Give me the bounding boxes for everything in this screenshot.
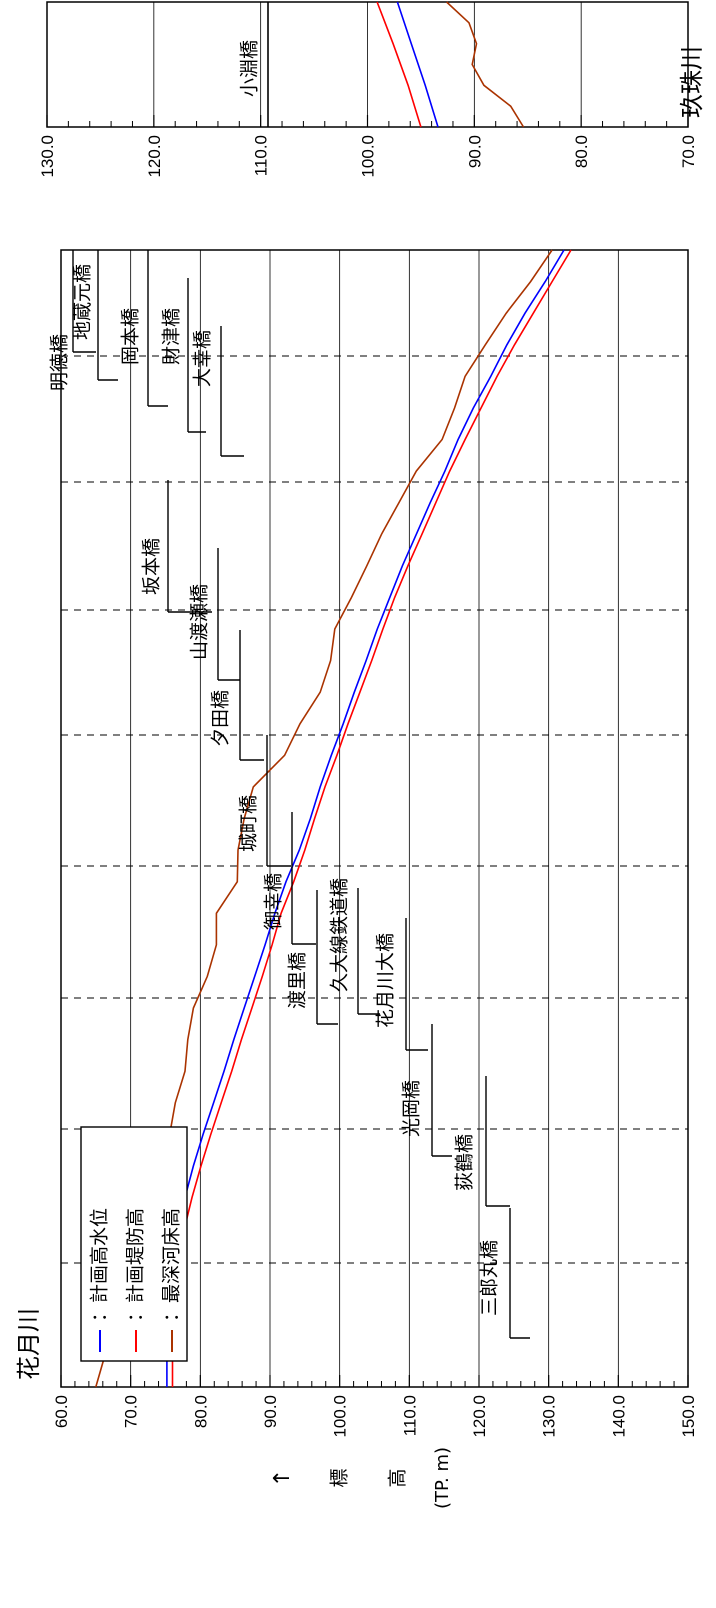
- bridge-label: 大幸橋: [192, 330, 214, 387]
- bridge-marker: 坂本橋: [141, 480, 212, 613]
- bridge-marker: 明徳橋: [49, 250, 96, 391]
- upper-tick-label: 90.0: [465, 135, 484, 168]
- tick-label: 100.0: [331, 1395, 350, 1438]
- bridge-marker: 大幸橋: [192, 326, 244, 457]
- legend-entry-0: ：計画高水位: [89, 1208, 111, 1322]
- bridge-marker: 城町橋: [238, 735, 291, 867]
- upper-tick-label: 70.0: [679, 135, 698, 168]
- bridge-label: 光岡橋: [401, 1080, 423, 1137]
- bridge-marker: 光岡橋: [401, 1024, 452, 1157]
- bridge-label: 夕田橋: [210, 690, 232, 747]
- tick-label: 140.0: [609, 1395, 628, 1438]
- upper-tick-label: 130.0: [38, 135, 57, 178]
- ylabel-char: 高: [387, 1468, 409, 1487]
- bridge-label: 御幸橋: [263, 873, 285, 930]
- bridge-marker: 山渡瀬橋: [189, 548, 240, 681]
- bridge-label: 山渡瀬橋: [189, 584, 211, 660]
- bridge-label: 城町橋: [238, 795, 260, 852]
- upper-series-line-1: [376, 1, 422, 128]
- bridge-marker: 財津橋: [161, 278, 206, 433]
- tick-label: 60.0: [52, 1395, 71, 1428]
- tick-label: 80.0: [191, 1395, 210, 1428]
- panel-title: 花月川: [15, 1308, 43, 1380]
- bridge-marker: 渡里橋: [287, 890, 338, 1025]
- bridge-label: 三郎丸橋: [479, 1240, 501, 1316]
- bridge-label: 岡本橋: [120, 308, 142, 365]
- legend-entry-1: ：計画堤防高: [125, 1208, 147, 1322]
- upper-tick-label: 120.0: [145, 135, 164, 178]
- bridge-marker: 三郎丸橋: [479, 1208, 530, 1339]
- tick-label: 70.0: [122, 1395, 141, 1428]
- bridge-label: 明徳橋: [49, 334, 71, 391]
- upper-tick-label: 80.0: [572, 135, 591, 168]
- ylabel-char: 標: [329, 1468, 351, 1487]
- upper-bridge-label: 小淵橋: [239, 40, 261, 97]
- bridge-label: 坂本橋: [141, 538, 163, 595]
- ylabel-arrow: ↑: [270, 1469, 295, 1487]
- bridge-label: 財津橋: [161, 308, 183, 365]
- tick-label: 90.0: [261, 1395, 280, 1428]
- upper-panel-title: 玖珠川: [678, 46, 706, 118]
- bridge-marker: 荻鶴橋: [454, 1076, 510, 1207]
- bridge-marker: 久大線鉄道橋: [329, 878, 380, 1015]
- upper-series-line-0: [396, 1, 439, 128]
- tick-label: 110.0: [400, 1395, 419, 1436]
- bridge-label: 花月川大橋: [375, 933, 397, 1028]
- tick-label: 120.0: [470, 1395, 489, 1438]
- legend-box: [80, 1126, 188, 1362]
- tick-label: 150.0: [679, 1395, 698, 1438]
- bridge-label: 地蔵元橋: [72, 264, 94, 340]
- bridge-marker: 地蔵元橋: [72, 250, 118, 381]
- bridge-marker: 花月川大橋: [375, 918, 428, 1051]
- upper-series-line-2: [446, 1, 525, 128]
- bridge-label: 荻鶴橋: [454, 1134, 476, 1191]
- plot-frame: [60, 249, 689, 1388]
- series-line-1: [171, 249, 572, 1387]
- series-line-0: [166, 249, 565, 1387]
- legend-entry-2: ：最深河床高: [161, 1208, 183, 1322]
- upper-tick-label: 100.0: [359, 135, 378, 178]
- bridge-label: 久大線鉄道橋: [329, 878, 351, 992]
- bridge-marker: 夕田橋: [210, 630, 264, 761]
- bridge-marker: 岡本橋: [120, 250, 168, 407]
- bridge-label: 渡里橋: [287, 952, 309, 1009]
- tick-label: 130.0: [540, 1395, 559, 1438]
- bridge-marker: 御幸橋: [263, 812, 316, 945]
- upper-tick-label: 110.0: [252, 135, 271, 176]
- ylabel-unit: (TP. m): [432, 1447, 453, 1509]
